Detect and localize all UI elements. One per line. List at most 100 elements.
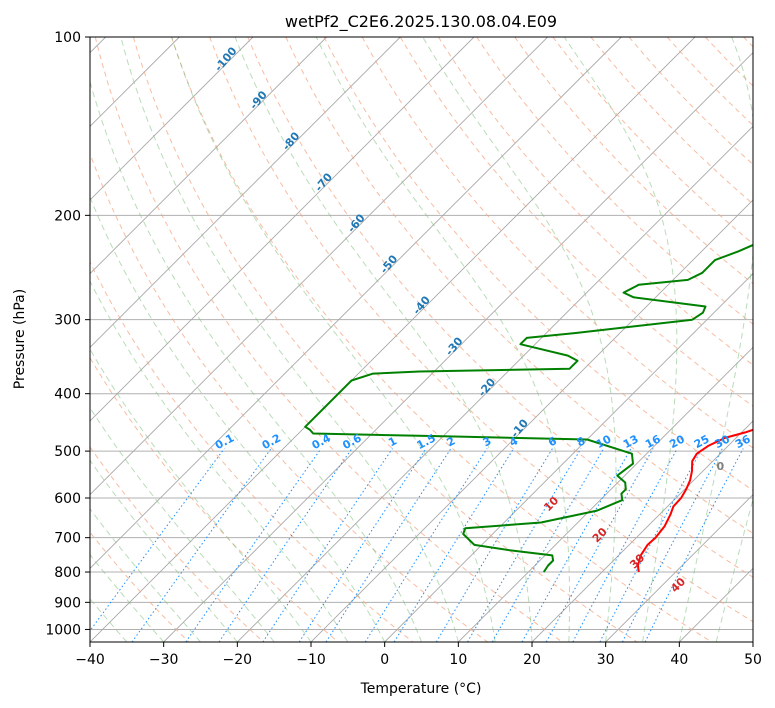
y-tick-label: 500 <box>54 444 81 460</box>
moist-adiabat-line <box>90 553 165 642</box>
dry-adiabat-label: -20 <box>476 375 499 399</box>
dry-adiabat-line <box>94 37 563 642</box>
moist-adiabat-label: 20 <box>590 525 610 545</box>
mixing-ratio-line <box>364 448 488 642</box>
x-tick-label: 0 <box>380 652 389 668</box>
moist-adiabat-line <box>715 497 753 642</box>
isotherm-line <box>605 494 753 642</box>
mixing-ratio-label: 36 <box>733 432 753 451</box>
mixing-ratio-line <box>298 448 427 642</box>
y-tick-label: 100 <box>54 30 81 46</box>
x-tick-label: 30 <box>597 652 615 668</box>
isotherm-line <box>163 52 753 642</box>
dry-adiabat-line <box>476 37 753 325</box>
isotherm-line <box>237 125 753 642</box>
plot-frame <box>89 36 754 643</box>
mixing-ratio-line <box>185 448 322 642</box>
x-tick-label: 40 <box>670 652 688 668</box>
moist-adiabat-line <box>90 348 312 642</box>
mixing-ratio-label: 1.5 <box>415 431 438 452</box>
x-tick-label: −20 <box>223 652 253 668</box>
dry-adiabat-line <box>90 531 190 642</box>
mixing-ratio-line <box>621 448 723 642</box>
x-axis-label: Temperature (°C) <box>360 681 482 697</box>
mixing-ratio-label: 16 <box>643 432 663 451</box>
dry-adiabat-line <box>743 37 753 48</box>
moist-adiabat-label: 30 <box>627 551 647 571</box>
moist-adiabat-line <box>315 37 570 642</box>
dry-adiabat-label: -30 <box>443 334 466 358</box>
x-tick-label: −30 <box>149 652 179 668</box>
zero-isotherm-label: 0 <box>717 460 725 473</box>
dry-adiabat-label: -70 <box>312 170 335 194</box>
y-tick-label: 800 <box>54 565 81 581</box>
isotherm-line <box>90 37 696 642</box>
x-tick-label: −10 <box>296 652 326 668</box>
moist-adiabat-line <box>678 37 753 642</box>
mixing-ratio-line <box>435 448 553 642</box>
moist-adiabat-label: 10 <box>541 494 561 514</box>
isotherm-line <box>90 37 254 201</box>
y-tick-label: 1000 <box>45 622 81 638</box>
axis-layer: −40 −30 −20 −10 0 10 20 30 40 5010020030040050060… <box>45 30 762 668</box>
dry-adiabat-label: -100 <box>212 44 240 74</box>
dewpoint-profile-line <box>304 243 753 573</box>
dry-adiabat-line <box>704 37 753 87</box>
dry-adiabat-line <box>590 37 753 205</box>
moist-adiabat-line <box>422 37 617 642</box>
moist-adiabat-line <box>171 37 496 642</box>
mixing-ratio-line <box>644 448 744 642</box>
moist-adiabat-line <box>563 37 678 642</box>
dry-adiabat-line <box>209 37 753 623</box>
y-tick-label: 200 <box>54 208 81 224</box>
y-tick-label: 700 <box>54 531 81 547</box>
y-tick-label: 400 <box>54 387 81 403</box>
isotherm-line <box>752 641 753 642</box>
mixing-ratio-line <box>218 448 353 642</box>
dry-adiabat-line <box>361 37 753 449</box>
dry-adiabat-line <box>171 37 712 642</box>
moist-adiabat-line <box>90 508 201 642</box>
mixing-ratio-label: 30 <box>712 432 732 451</box>
dry-adiabat-line <box>666 37 753 126</box>
moist-adiabat-line <box>234 37 533 642</box>
mixing-ratio-label: 10 <box>594 432 614 451</box>
series-layer <box>304 243 753 573</box>
mixing-ratio-line <box>131 448 272 642</box>
dry-adiabat-label: -80 <box>280 129 303 153</box>
moist-adiabat-line <box>90 406 275 642</box>
x-tick-label: 20 <box>523 652 541 668</box>
mixing-ratio-label: 0.2 <box>260 431 283 452</box>
dry-adiabat-line <box>628 37 753 166</box>
moist-adiabat-line <box>90 459 238 642</box>
isotherm-line <box>458 346 753 642</box>
dry-adiabat-line <box>132 37 638 642</box>
isotherm-line <box>384 273 753 642</box>
x-tick-label: 50 <box>744 652 762 668</box>
isotherm-line <box>90 37 548 496</box>
dry-adiabat-line <box>514 37 753 285</box>
isotherm-line <box>90 37 475 422</box>
chart-title: wetPf2_C2E6.2025.130.08.04.E09 <box>285 12 557 32</box>
grid-layer <box>90 37 753 642</box>
dry-adiabat-label: -90 <box>247 88 270 112</box>
y-tick-label: 900 <box>54 595 81 611</box>
mixing-ratio-line <box>599 448 703 642</box>
mixing-ratio-line <box>393 448 515 642</box>
mixing-ratio-label: 6 <box>546 434 559 449</box>
mixing-ratio-label: 1 <box>386 434 399 449</box>
mixing-ratio-line <box>491 448 605 642</box>
dry-adiabat-line <box>552 37 753 245</box>
moist-adiabat-line <box>90 196 386 642</box>
moist-adiabat-line <box>90 79 422 642</box>
mixing-ratio-label: 0.1 <box>213 431 236 452</box>
mixing-ratio-line <box>325 448 452 642</box>
y-tick-label: 600 <box>54 491 81 507</box>
mixing-ratio-label: 13 <box>621 432 641 451</box>
y-axis-label: Pressure (hPa) <box>12 289 28 389</box>
mixing-ratio-line <box>572 448 678 642</box>
dry-adiabat-line <box>90 152 488 642</box>
dry-adiabat-line <box>399 37 753 407</box>
mixing-ratio-label: 20 <box>667 432 687 451</box>
